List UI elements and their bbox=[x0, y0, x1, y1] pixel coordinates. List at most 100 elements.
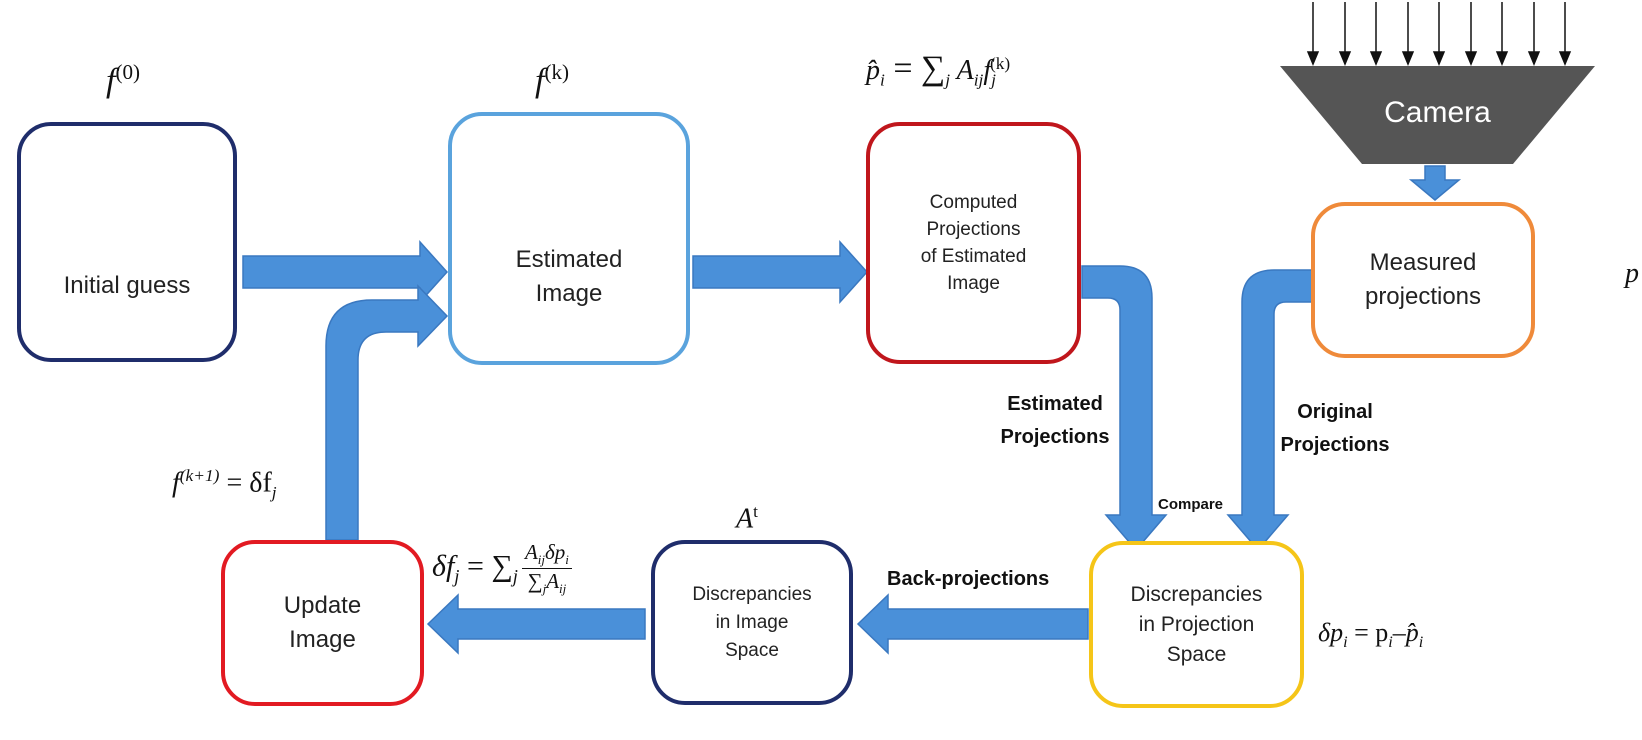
df-num-A-sub: ij bbox=[537, 552, 545, 568]
camera-ray-head-9 bbox=[1558, 51, 1572, 66]
p-hat-A: A bbox=[950, 55, 974, 86]
df-num-dp: δp bbox=[545, 540, 566, 564]
camera-ray-head-5 bbox=[1432, 51, 1446, 66]
At-symbol: A bbox=[736, 503, 754, 535]
At-sup: t bbox=[753, 502, 758, 521]
camera-body bbox=[1280, 66, 1595, 164]
fk-sup: (k) bbox=[544, 60, 570, 84]
original-projections-line-2: Projections bbox=[1280, 434, 1390, 456]
df-lhs: δf bbox=[432, 549, 455, 583]
estimated-image-label-1: Estimated bbox=[515, 246, 623, 273]
f0-sup: (0) bbox=[115, 60, 141, 84]
df-eq: = ∑ bbox=[459, 549, 513, 583]
delta-p-equation: δpi = pi–p̂i bbox=[1318, 618, 1423, 652]
df-num-dp-sub: i bbox=[565, 552, 569, 568]
dp-minus: –p̂ bbox=[1392, 618, 1419, 647]
camera-ray-head-6 bbox=[1464, 51, 1478, 66]
arrow-back-projections bbox=[856, 593, 1089, 655]
p-hat-equation: p̂i = ∑j Aijfj(k) bbox=[866, 50, 1010, 91]
df-den-sum: ∑ bbox=[527, 569, 543, 594]
update-line-1: Update bbox=[283, 592, 362, 619]
estimated-projections-line-2: Projections bbox=[1000, 426, 1110, 448]
fk1-symbol: f bbox=[172, 467, 180, 499]
computed-line-2: Projections bbox=[926, 219, 1021, 240]
computed-line-4: Image bbox=[947, 273, 1000, 294]
update-image-box: Update Image bbox=[221, 540, 424, 706]
p-hat-lhs: p̂ bbox=[866, 55, 880, 86]
arrow-estimated-to-computed bbox=[692, 240, 869, 304]
discrepancies-projection-box: Discrepancies in Projection Space bbox=[1089, 541, 1304, 708]
measured-line-2: projections bbox=[1364, 283, 1482, 310]
measured-line-1: Measured bbox=[1369, 249, 1477, 276]
fk-symbol: f bbox=[535, 62, 545, 100]
estimated-image-label-2: Image bbox=[535, 280, 603, 307]
delta-f-equation: δfj = ∑j Aijδpi ∑jAij bbox=[432, 540, 572, 597]
camera-input-arrows bbox=[1306, 2, 1572, 66]
camera-ray-head-1 bbox=[1306, 51, 1320, 66]
dp-p-sub: i bbox=[1388, 634, 1393, 652]
fk1-eq: = δf bbox=[219, 467, 272, 499]
p-hat-f-sup: (k) bbox=[989, 53, 1011, 73]
camera-ray-head-7 bbox=[1495, 51, 1509, 66]
dp-minus-sub: i bbox=[1418, 634, 1424, 652]
At-label: At bbox=[736, 502, 758, 535]
dp-sub: i bbox=[1343, 634, 1348, 652]
disc-proj-line-2: in Projection bbox=[1138, 612, 1255, 636]
estimated-projections-line-1: Estimated bbox=[1007, 393, 1103, 415]
measured-projections-box: Measured projections bbox=[1311, 202, 1535, 358]
original-projections-line-1: Original bbox=[1297, 401, 1373, 423]
fk1-equation: f(k+1) = δfj bbox=[172, 466, 277, 503]
f0-symbol: f bbox=[106, 62, 116, 100]
disc-proj-line-3: Space bbox=[1166, 642, 1227, 666]
df-den-A: A bbox=[546, 569, 560, 594]
computed-line-3: of Estimated bbox=[920, 246, 1027, 267]
disc-img-line-1: Discrepancies bbox=[692, 583, 812, 605]
compare-label: Compare bbox=[1158, 496, 1224, 513]
p-hat-sub: i bbox=[880, 70, 885, 90]
arrow-camera-to-measured bbox=[1408, 165, 1462, 201]
df-sub: j bbox=[454, 566, 460, 588]
arrow-original-projections bbox=[1226, 269, 1313, 552]
estimated-image-box: Estimated Image bbox=[448, 112, 690, 365]
camera-ray-head-3 bbox=[1369, 51, 1383, 66]
p-hat-sum-sub: j bbox=[945, 70, 951, 90]
p-cut-label: p bbox=[1625, 258, 1639, 289]
camera-label: Camera bbox=[1384, 96, 1491, 129]
computed-line-1: Computed bbox=[929, 192, 1018, 213]
estimated-projections-label: Estimated Projections bbox=[990, 388, 1120, 454]
initial-guess-box: Initial guess bbox=[17, 122, 237, 362]
arrow-image-to-update bbox=[426, 593, 646, 655]
disc-img-line-3: Space bbox=[725, 639, 779, 661]
arrow-estimated-projections bbox=[1081, 265, 1168, 552]
df-denominator: ∑jAij bbox=[525, 569, 570, 597]
dp-lhs: δp bbox=[1318, 618, 1344, 647]
p-hat-f-sub: j bbox=[991, 70, 996, 90]
df-sum-sub: j bbox=[512, 566, 518, 588]
df-numerator: Aijδpi bbox=[521, 540, 572, 570]
fk-label: f(k) bbox=[535, 60, 569, 100]
p-hat-eq: = ∑ bbox=[884, 50, 946, 87]
f0-label: f(0) bbox=[106, 60, 140, 100]
df-den-sub: j bbox=[542, 581, 547, 597]
disc-proj-line-1: Discrepancies bbox=[1130, 582, 1263, 606]
df-num-A: A bbox=[524, 540, 538, 564]
discrepancies-image-box: Discrepancies in Image Space bbox=[651, 540, 853, 705]
initial-guess-label: Initial guess bbox=[63, 272, 191, 299]
back-projections-label: Back-projections bbox=[887, 568, 1050, 590]
fk1-sup: (k+1) bbox=[179, 466, 220, 485]
original-projections-label: Original Projections bbox=[1270, 396, 1400, 462]
fk1-sub: j bbox=[271, 482, 277, 502]
camera-ray-head-8 bbox=[1527, 51, 1541, 66]
arrow-update-to-estimated bbox=[325, 284, 449, 541]
update-line-2: Image bbox=[289, 626, 356, 653]
disc-img-line-2: in Image bbox=[715, 611, 789, 633]
camera-ray-head-4 bbox=[1401, 51, 1415, 66]
computed-projections-box: Computed Projections of Estimated Image bbox=[866, 122, 1081, 364]
df-den-A-sub: ij bbox=[559, 581, 567, 597]
df-fraction: Aijδpi ∑jAij bbox=[521, 540, 572, 597]
arrow-initial-to-estimated bbox=[242, 240, 449, 304]
p-hat-A-sub: ij bbox=[973, 70, 984, 90]
p-hat-f: f bbox=[983, 55, 992, 86]
camera-ray-head-2 bbox=[1338, 51, 1352, 66]
